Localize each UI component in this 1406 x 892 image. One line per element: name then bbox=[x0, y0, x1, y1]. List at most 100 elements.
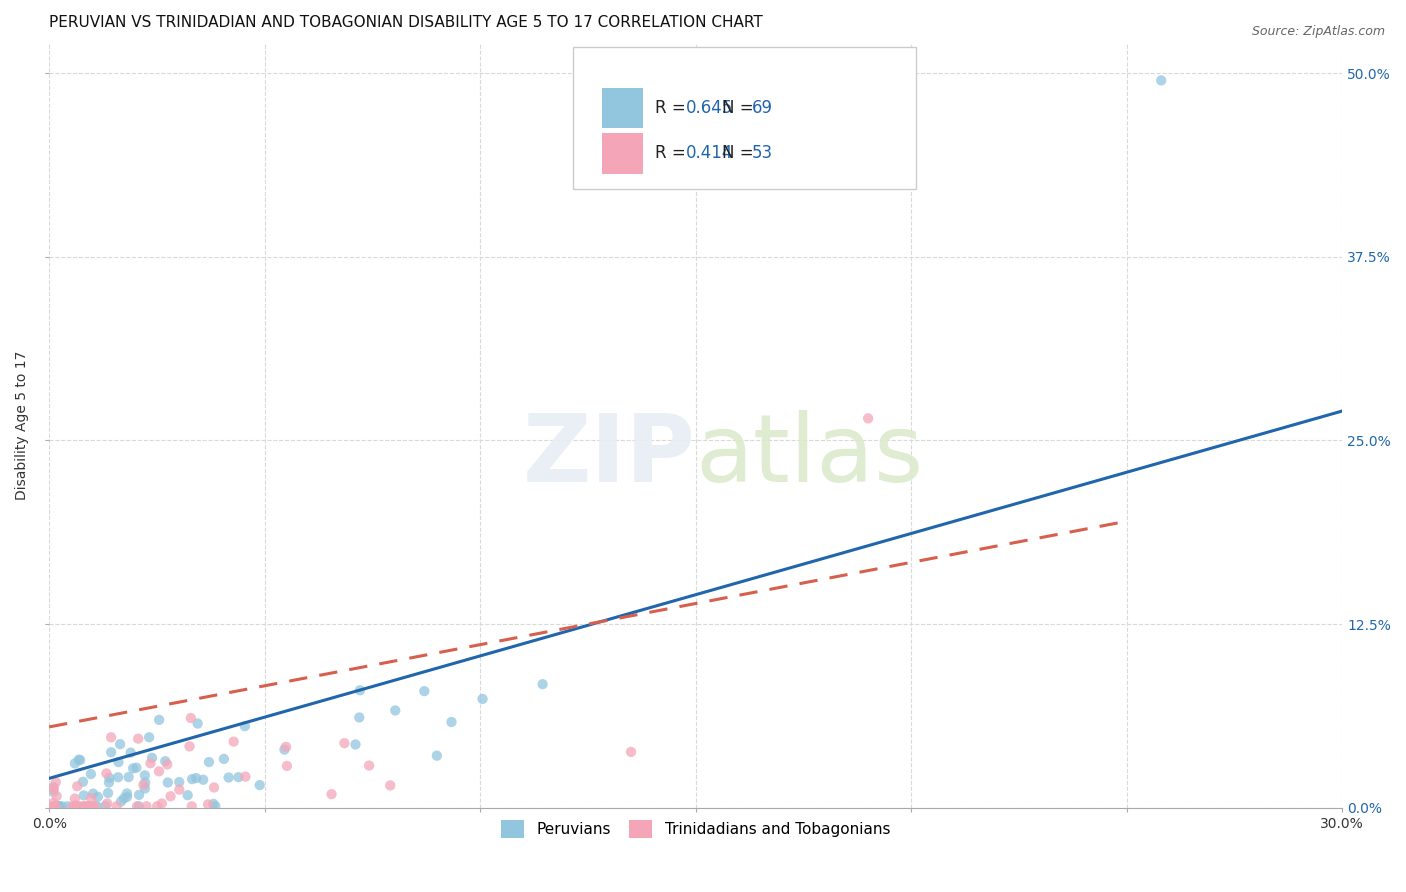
Text: 53: 53 bbox=[752, 145, 773, 162]
Point bbox=[134, 781, 156, 796]
Point bbox=[181, 772, 204, 786]
Point bbox=[110, 795, 132, 809]
Point bbox=[146, 799, 169, 814]
Point bbox=[100, 731, 122, 745]
Point bbox=[235, 770, 257, 784]
Point bbox=[413, 684, 436, 698]
Point bbox=[117, 770, 139, 784]
Point bbox=[128, 788, 150, 802]
Point bbox=[42, 785, 65, 799]
Point bbox=[176, 788, 198, 802]
Point bbox=[349, 710, 371, 724]
Point bbox=[66, 779, 89, 793]
Point bbox=[333, 736, 356, 750]
Y-axis label: Disability Age 5 to 17: Disability Age 5 to 17 bbox=[15, 351, 30, 500]
Point bbox=[198, 755, 221, 769]
Point bbox=[75, 799, 97, 814]
Point bbox=[120, 746, 142, 760]
Text: N =: N = bbox=[723, 99, 759, 117]
Point bbox=[115, 787, 138, 801]
Point bbox=[80, 767, 103, 781]
Point bbox=[98, 771, 121, 785]
Point bbox=[620, 745, 643, 759]
Point bbox=[62, 799, 84, 814]
Point bbox=[187, 716, 209, 731]
Point bbox=[127, 731, 149, 746]
Text: 0.645: 0.645 bbox=[686, 99, 733, 117]
Point bbox=[249, 778, 271, 792]
Point bbox=[134, 768, 156, 782]
Point bbox=[51, 799, 73, 814]
Point bbox=[82, 787, 104, 801]
Point bbox=[105, 799, 128, 814]
Point bbox=[42, 780, 65, 795]
Point bbox=[107, 755, 129, 769]
FancyBboxPatch shape bbox=[572, 47, 915, 189]
Point bbox=[155, 754, 177, 768]
Point bbox=[87, 789, 110, 804]
Point bbox=[75, 799, 97, 814]
Point bbox=[531, 677, 554, 691]
Point bbox=[86, 799, 108, 814]
Point bbox=[107, 770, 129, 784]
Point bbox=[156, 757, 179, 772]
Point bbox=[276, 759, 298, 773]
Point bbox=[222, 734, 245, 748]
Point bbox=[45, 775, 67, 789]
Point bbox=[384, 703, 406, 717]
Point bbox=[274, 739, 297, 754]
Point bbox=[273, 742, 295, 756]
Point bbox=[115, 789, 138, 804]
Text: N =: N = bbox=[723, 145, 759, 162]
Point bbox=[135, 799, 157, 814]
Point bbox=[204, 799, 226, 814]
Point bbox=[197, 797, 219, 812]
Point bbox=[108, 737, 131, 751]
Point bbox=[440, 714, 463, 729]
Point bbox=[228, 770, 250, 784]
Point bbox=[45, 789, 67, 804]
Point bbox=[134, 775, 156, 789]
Point bbox=[45, 799, 67, 814]
Text: PERUVIAN VS TRINIDADIAN AND TOBAGONIAN DISABILITY AGE 5 TO 17 CORRELATION CHART: PERUVIAN VS TRINIDADIAN AND TOBAGONIAN D… bbox=[49, 15, 763, 30]
Point bbox=[150, 797, 173, 811]
Point bbox=[42, 782, 65, 797]
Point bbox=[856, 411, 879, 425]
Text: 0.414: 0.414 bbox=[686, 145, 733, 162]
Point bbox=[66, 799, 89, 814]
Point bbox=[344, 738, 367, 752]
Point bbox=[122, 761, 145, 775]
Point bbox=[72, 774, 94, 789]
Point bbox=[233, 719, 256, 733]
Point bbox=[359, 758, 381, 772]
Point bbox=[156, 775, 179, 789]
Point bbox=[148, 713, 170, 727]
Point bbox=[186, 771, 208, 785]
Point bbox=[73, 789, 96, 803]
Point bbox=[83, 799, 105, 814]
Point bbox=[69, 753, 91, 767]
Point bbox=[380, 779, 402, 793]
Legend: Peruvians, Trinidadians and Tobagonians: Peruvians, Trinidadians and Tobagonians bbox=[494, 812, 897, 846]
Point bbox=[202, 780, 225, 795]
Point bbox=[218, 771, 240, 785]
Text: R =: R = bbox=[655, 145, 692, 162]
Point bbox=[138, 730, 160, 744]
Point bbox=[97, 775, 120, 789]
Text: Source: ZipAtlas.com: Source: ZipAtlas.com bbox=[1251, 25, 1385, 38]
Point bbox=[471, 692, 494, 706]
Point bbox=[56, 799, 79, 814]
Point bbox=[141, 751, 163, 765]
Point bbox=[193, 772, 215, 787]
Point bbox=[82, 799, 104, 814]
Point bbox=[125, 761, 148, 775]
Point bbox=[63, 791, 86, 805]
Point bbox=[179, 739, 201, 754]
Point bbox=[96, 797, 118, 811]
Point bbox=[48, 799, 70, 814]
Point bbox=[167, 775, 190, 789]
Point bbox=[79, 799, 101, 814]
Point bbox=[180, 711, 202, 725]
Point bbox=[80, 791, 103, 805]
Point bbox=[180, 799, 202, 814]
